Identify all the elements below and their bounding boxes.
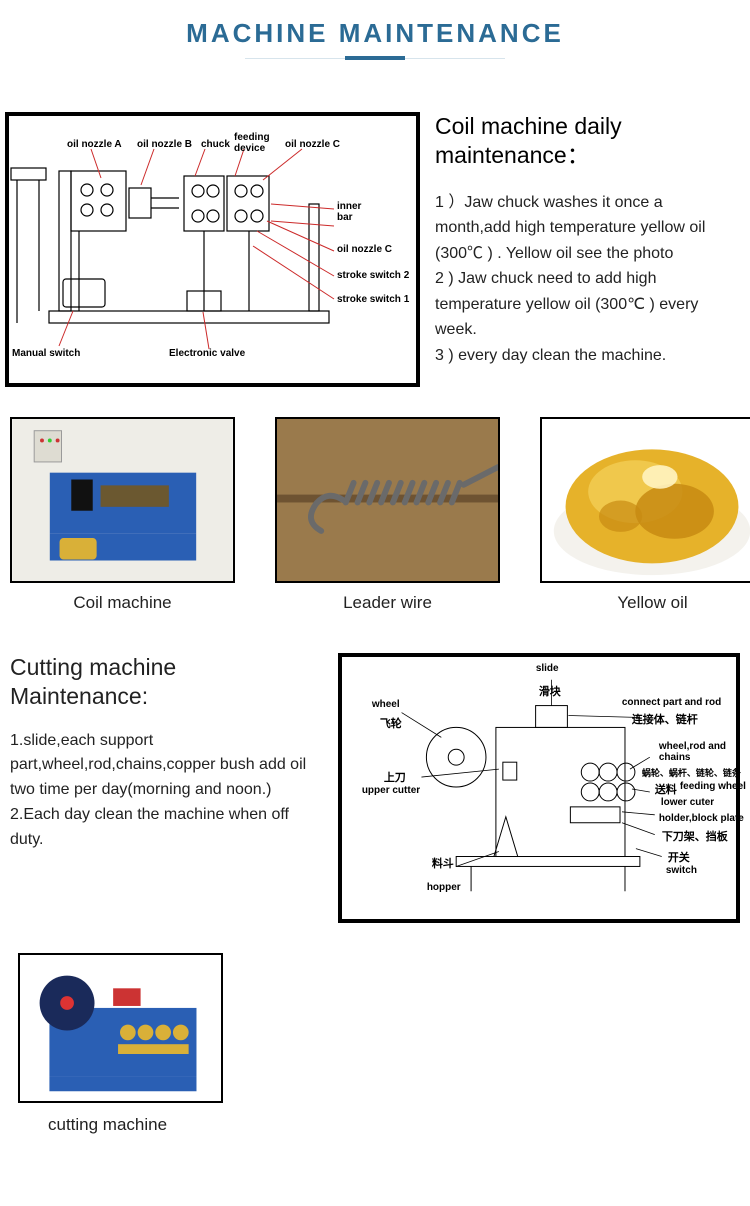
label-connect-en: connect part and rod [622, 697, 721, 708]
coil-body: 1 ）Jaw chuck washes it once a month,add … [435, 190, 735, 369]
coil-text: Coil machine daily maintenance： 1 ）Jaw c… [435, 112, 745, 387]
thumb-cutting: cutting machine [0, 953, 750, 1165]
label-feeding-device: feedingdevice [234, 133, 270, 154]
label-upper-en: upper cutter [362, 785, 420, 796]
cutting-text: Cutting machine Maintenance: 1.slide,eac… [10, 653, 318, 923]
thumb-oil-caption: Yellow oil [540, 593, 750, 613]
cutting-heading: Cutting machine Maintenance: [10, 653, 318, 711]
thumb-coil-caption: Coil machine [10, 593, 235, 613]
label-manual-switch: Manual switch [12, 348, 80, 359]
cutting-diagram: slide 滑块 wheel 飞轮 上刀 upper cutter 料斗 hop… [338, 653, 740, 923]
label-lower-en: lower cuter [661, 797, 714, 808]
label-inner-bar: innerbar [337, 202, 361, 223]
coil-diagram: oil nozzle A oil nozzle B chuck feedingd… [5, 112, 420, 387]
label-electronic-valve: Electronic valve [169, 348, 245, 359]
section-cutting: Cutting machine Maintenance: 1.slide,eac… [0, 653, 750, 953]
title-rule [0, 54, 750, 72]
label-hopper-en: hopper [427, 882, 461, 893]
cutting-body: 1.slide,each support part,wheel,rod,chai… [10, 729, 318, 853]
thumb-oil-img [540, 417, 750, 583]
label-wheel-en: wheel [372, 699, 400, 710]
thumb-cutting-caption: cutting machine [18, 1115, 740, 1135]
label-stroke-switch-2: stroke switch 2 [337, 270, 409, 281]
label-wrc-en: wheel,rod andchains [659, 741, 726, 763]
label-switch-en: switch [666, 865, 697, 876]
label-stroke-switch-1: stroke switch 1 [337, 294, 409, 305]
page-title: MACHINE MAINTENANCE [0, 0, 750, 54]
label-slide-en: slide [536, 663, 559, 674]
thumb-coil-img [10, 417, 235, 583]
label-feeding-cn: 送料 [655, 781, 677, 797]
label-oil-nozzle-c-side: oil nozzle C [337, 244, 392, 255]
label-switch-cn: 开关 [668, 849, 690, 865]
label-hopper-cn: 料斗 [432, 855, 454, 871]
label-wheel-cn: 飞轮 [380, 715, 402, 731]
thumb-leader-wire: Leader wire [275, 417, 500, 613]
thumb-wire-caption: Leader wire [275, 593, 500, 613]
label-wrc-cn: 蜗轮、蜗杆、链轮、链条 [642, 766, 741, 779]
coil-heading: Coil machine daily maintenance： [435, 112, 735, 170]
thumb-wire-img [275, 417, 500, 583]
thumb-coil-machine: Coil machine [10, 417, 235, 613]
label-oil-nozzle-b: oil nozzle B [137, 139, 192, 150]
label-connect-cn: 连接体、链杆 [632, 711, 698, 727]
label-chuck: chuck [201, 139, 230, 150]
label-oil-nozzle-a: oil nozzle A [67, 139, 122, 150]
label-holder-cn: 下刀架、挡板 [662, 828, 728, 844]
label-oil-nozzle-c-top: oil nozzle C [285, 139, 340, 150]
thumb-row: Coil machine Leader wire [0, 417, 750, 653]
thumb-cutting-img [18, 953, 223, 1103]
label-holder-en: holder,block plate [659, 813, 744, 824]
label-feeding-en: feeding wheel [680, 781, 746, 792]
section-coil: oil nozzle A oil nozzle B chuck feedingd… [0, 112, 750, 387]
label-upper-cn: 上刀 [384, 769, 406, 785]
label-slide-cn: 滑块 [539, 683, 561, 699]
thumb-yellow-oil: Yellow oil [540, 417, 750, 613]
